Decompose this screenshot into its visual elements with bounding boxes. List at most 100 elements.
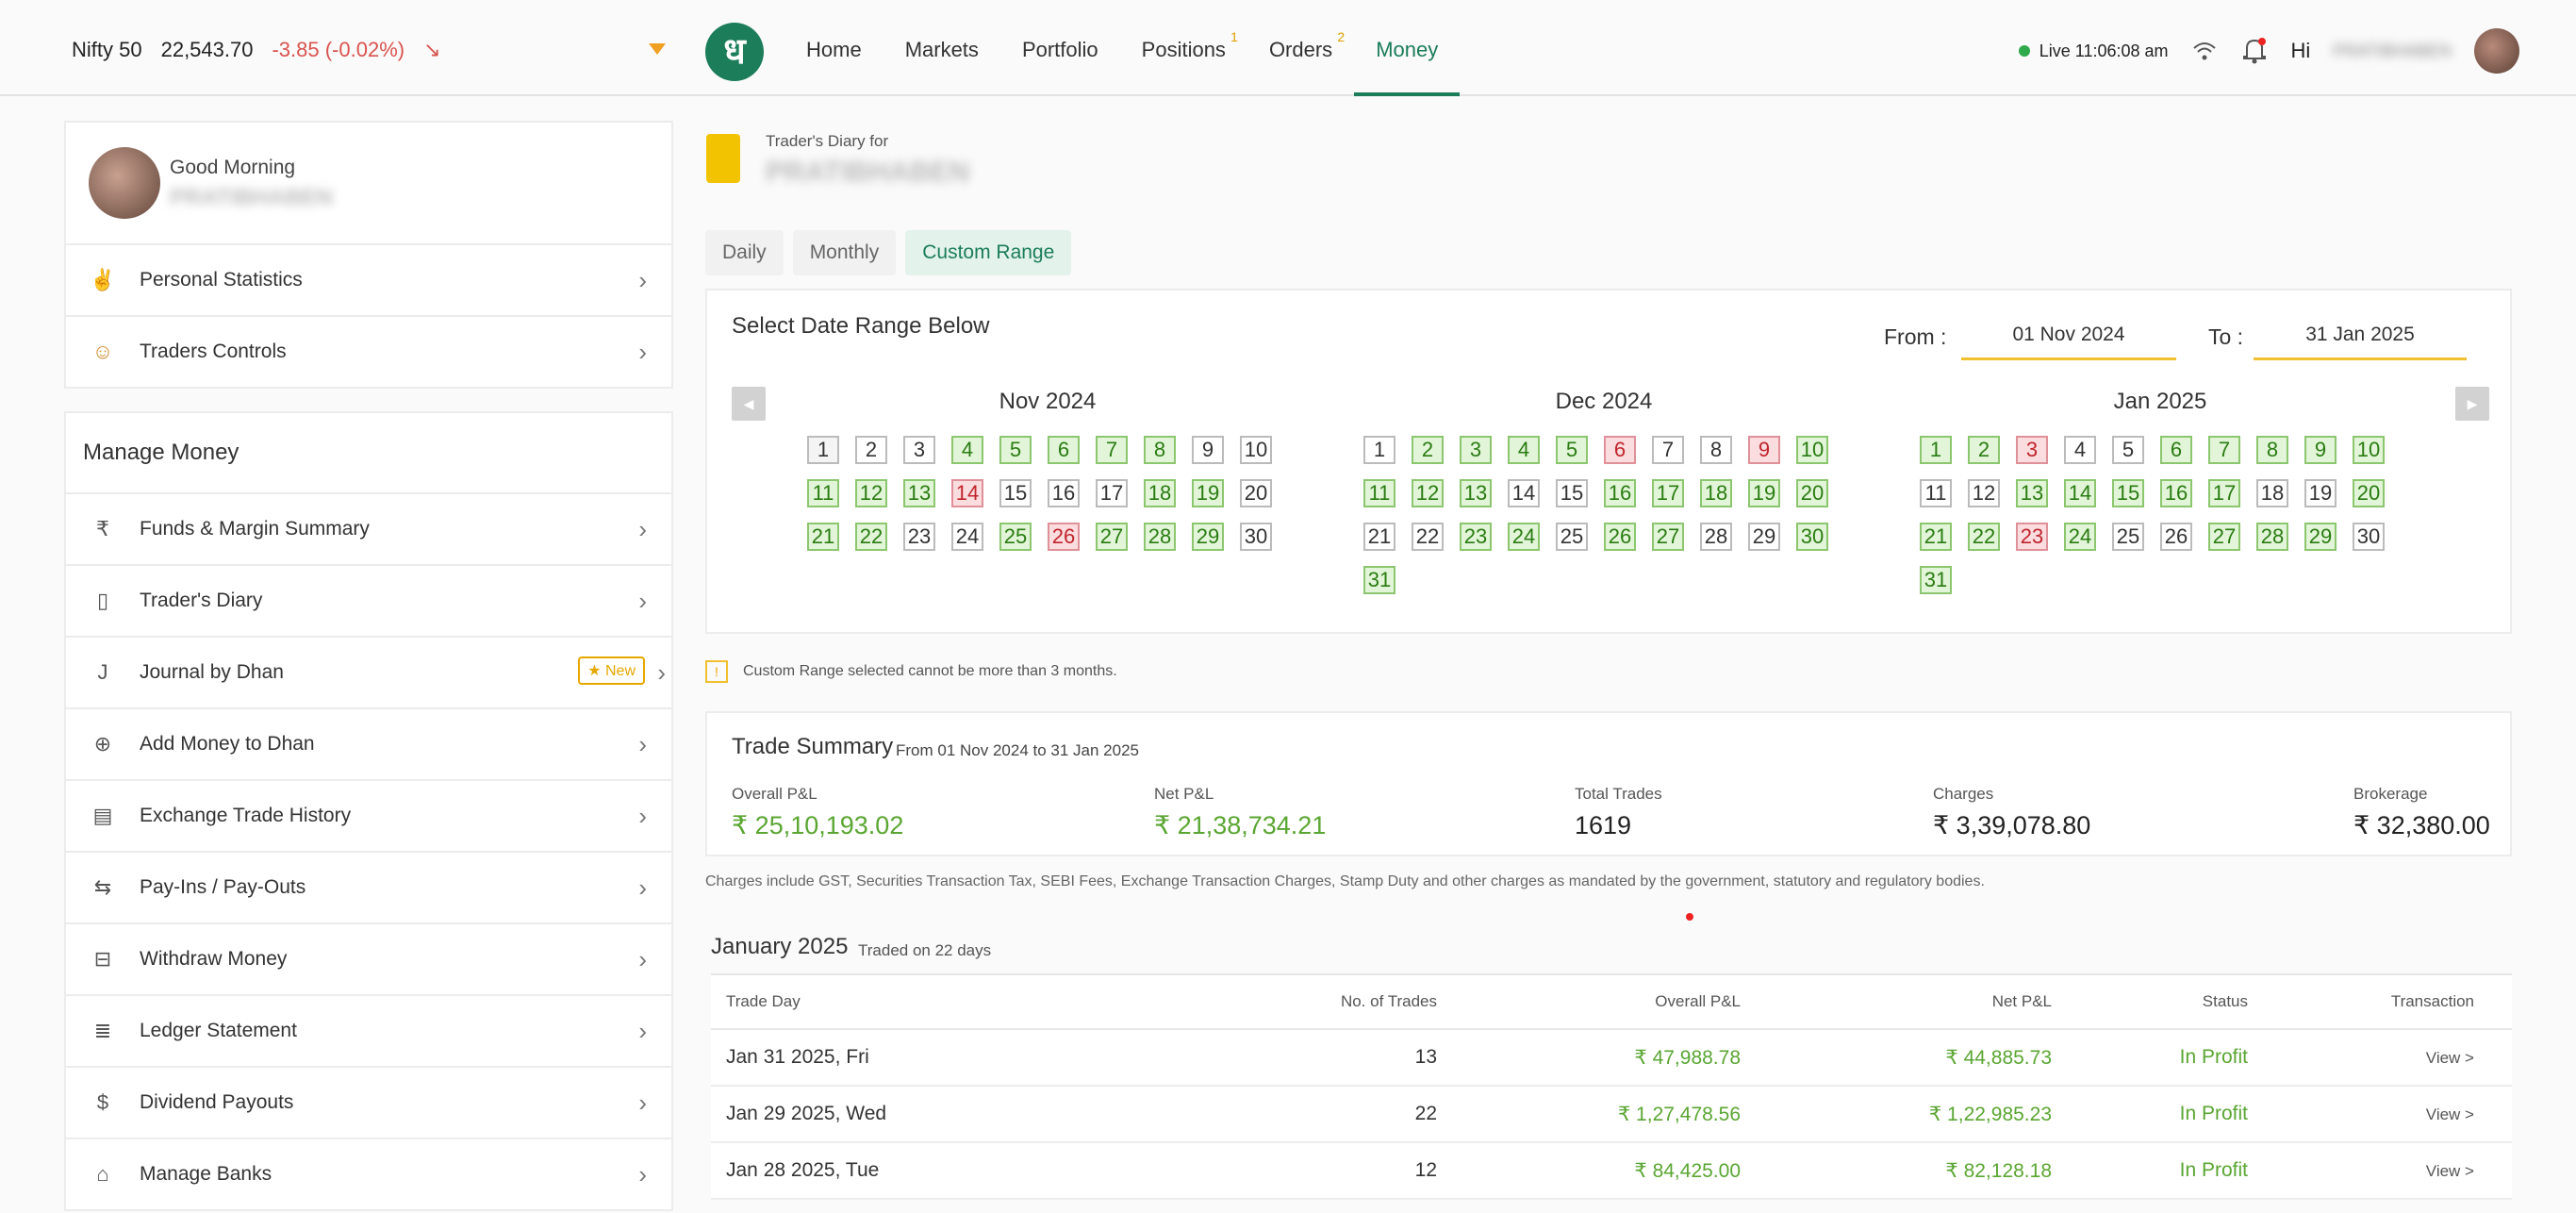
sidebar-item-add-money[interactable]: ⊕ Add Money to Dhan › xyxy=(66,707,671,779)
calendar-day[interactable]: 21 xyxy=(1920,523,1952,551)
calendar-day[interactable]: 25 xyxy=(999,523,1032,551)
calendar-day[interactable]: 25 xyxy=(2112,523,2144,551)
calendar-day[interactable]: 9 xyxy=(1192,436,1224,464)
calendar-day[interactable]: 10 xyxy=(1240,436,1272,464)
calendar-day[interactable]: 28 xyxy=(1700,523,1732,551)
calendar-day[interactable]: 26 xyxy=(1604,523,1636,551)
nav-markets[interactable]: Markets xyxy=(904,38,979,61)
calendar-day[interactable]: 11 xyxy=(807,479,839,507)
calendar-day[interactable]: 5 xyxy=(2112,436,2144,464)
calendar-day[interactable]: 3 xyxy=(903,436,935,464)
nav-portfolio[interactable]: Portfolio xyxy=(1021,38,1098,61)
from-date-input[interactable] xyxy=(1961,311,2176,360)
calendar-day[interactable]: 17 xyxy=(2208,479,2240,507)
calendar-day[interactable]: 11 xyxy=(1920,479,1952,507)
calendar-day[interactable]: 19 xyxy=(1748,479,1780,507)
calendar-day[interactable]: 7 xyxy=(2208,436,2240,464)
sidebar-item-journal[interactable]: J Journal by Dhan ★ New › xyxy=(66,636,671,707)
tab-custom-range[interactable]: Custom Range xyxy=(905,230,1072,275)
nav-money[interactable]: Money xyxy=(1354,0,1461,96)
sidebar-item-ledger-statement[interactable]: ≣ Ledger Statement › xyxy=(66,994,671,1066)
calendar-day[interactable]: 12 xyxy=(1968,479,2000,507)
calendar-day[interactable]: 28 xyxy=(1144,523,1176,551)
view-link[interactable]: View > xyxy=(2425,1049,2474,1067)
calendar-day[interactable]: 22 xyxy=(1412,523,1444,551)
calendar-day[interactable]: 9 xyxy=(1748,436,1780,464)
prev-month-button[interactable]: ◀ xyxy=(732,387,766,421)
calendar-day[interactable]: 22 xyxy=(1968,523,2000,551)
calendar-day[interactable]: 8 xyxy=(1144,436,1176,464)
sidebar-item-personal-statistics[interactable]: ✌ Personal Statistics › xyxy=(66,243,671,315)
calendar-day[interactable]: 28 xyxy=(2256,523,2288,551)
calendar-day[interactable]: 4 xyxy=(2064,436,2096,464)
calendar-day[interactable]: 27 xyxy=(1652,523,1684,551)
calendar-day[interactable]: 21 xyxy=(807,523,839,551)
calendar-day[interactable]: 17 xyxy=(1096,479,1128,507)
calendar-day[interactable]: 4 xyxy=(1508,436,1540,464)
calendar-day[interactable]: 24 xyxy=(951,523,983,551)
nav-orders[interactable]: Orders 2 xyxy=(1247,0,1354,96)
calendar-day[interactable]: 18 xyxy=(1700,479,1732,507)
calendar-day[interactable]: 9 xyxy=(2304,436,2337,464)
calendar-day[interactable]: 23 xyxy=(1460,523,1492,551)
sidebar-item-withdraw-money[interactable]: ⊟ Withdraw Money › xyxy=(66,922,671,994)
sidebar-item-exchange-trade-history[interactable]: ▤ Exchange Trade History › xyxy=(66,779,671,851)
calendar-day[interactable]: 5 xyxy=(999,436,1032,464)
calendar-day[interactable]: 20 xyxy=(2353,479,2385,507)
calendar-day[interactable]: 17 xyxy=(1652,479,1684,507)
calendar-day[interactable]: 10 xyxy=(1796,436,1828,464)
tab-daily[interactable]: Daily xyxy=(705,230,784,275)
calendar-day[interactable]: 31 xyxy=(1363,566,1395,594)
bell-icon[interactable] xyxy=(2240,36,2269,66)
calendar-day[interactable]: 24 xyxy=(1508,523,1540,551)
calendar-day[interactable]: 27 xyxy=(1096,523,1128,551)
calendar-day[interactable]: 26 xyxy=(2160,523,2192,551)
calendar-day[interactable]: 13 xyxy=(2016,479,2048,507)
calendar-day[interactable]: 15 xyxy=(999,479,1032,507)
calendar-day[interactable]: 4 xyxy=(951,436,983,464)
calendar-day[interactable]: 2 xyxy=(1412,436,1444,464)
view-link[interactable]: View > xyxy=(2425,1162,2474,1180)
calendar-day[interactable]: 14 xyxy=(951,479,983,507)
calendar-day[interactable]: 27 xyxy=(2208,523,2240,551)
calendar-day[interactable]: 5 xyxy=(1556,436,1588,464)
calendar-day[interactable]: 7 xyxy=(1096,436,1128,464)
calendar-day[interactable]: 14 xyxy=(2064,479,2096,507)
sidebar-item-manage-banks[interactable]: ⌂ Manage Banks › xyxy=(66,1138,671,1209)
calendar-day[interactable]: 20 xyxy=(1240,479,1272,507)
calendar-day[interactable]: 21 xyxy=(1363,523,1395,551)
nav-home[interactable]: Home xyxy=(806,38,862,61)
calendar-day[interactable]: 18 xyxy=(2256,479,2288,507)
calendar-day[interactable]: 19 xyxy=(1192,479,1224,507)
calendar-day[interactable]: 10 xyxy=(2353,436,2385,464)
sidebar-item-funds-margin[interactable]: ₹ Funds & Margin Summary › xyxy=(66,492,671,564)
calendar-day[interactable]: 29 xyxy=(2304,523,2337,551)
tab-monthly[interactable]: Monthly xyxy=(792,230,897,275)
calendar-day[interactable]: 30 xyxy=(1796,523,1828,551)
to-date-input[interactable] xyxy=(2254,311,2467,360)
calendar-day[interactable]: 16 xyxy=(2160,479,2192,507)
dhan-logo[interactable]: ध xyxy=(705,23,764,81)
ticker-dropdown-icon[interactable] xyxy=(649,43,666,55)
user-avatar[interactable] xyxy=(2474,28,2519,74)
calendar-day[interactable]: 1 xyxy=(1363,436,1395,464)
calendar-day[interactable]: 26 xyxy=(1048,523,1080,551)
index-ticker[interactable]: Nifty 50 22,543.70 -3.85 (-0.02%) ↘ xyxy=(72,38,441,62)
calendar-day[interactable]: 6 xyxy=(1048,436,1080,464)
calendar-day[interactable]: 6 xyxy=(1604,436,1636,464)
calendar-day[interactable]: 13 xyxy=(1460,479,1492,507)
calendar-day[interactable]: 30 xyxy=(1240,523,1272,551)
calendar-day[interactable]: 29 xyxy=(1192,523,1224,551)
nav-positions[interactable]: Positions 1 xyxy=(1120,0,1247,96)
calendar-day[interactable]: 1 xyxy=(1920,436,1952,464)
calendar-day[interactable]: 24 xyxy=(2064,523,2096,551)
calendar-day[interactable]: 31 xyxy=(1920,566,1952,594)
calendar-day[interactable]: 23 xyxy=(2016,523,2048,551)
calendar-day[interactable]: 8 xyxy=(1700,436,1732,464)
view-link[interactable]: View > xyxy=(2425,1105,2474,1123)
calendar-day[interactable]: 19 xyxy=(2304,479,2337,507)
calendar-day[interactable]: 23 xyxy=(903,523,935,551)
sidebar-item-traders-diary[interactable]: ▯ Trader's Diary › xyxy=(66,564,671,636)
sidebar-item-dividend-payouts[interactable]: $ Dividend Payouts › xyxy=(66,1066,671,1138)
next-month-button[interactable]: ▶ xyxy=(2455,387,2489,421)
